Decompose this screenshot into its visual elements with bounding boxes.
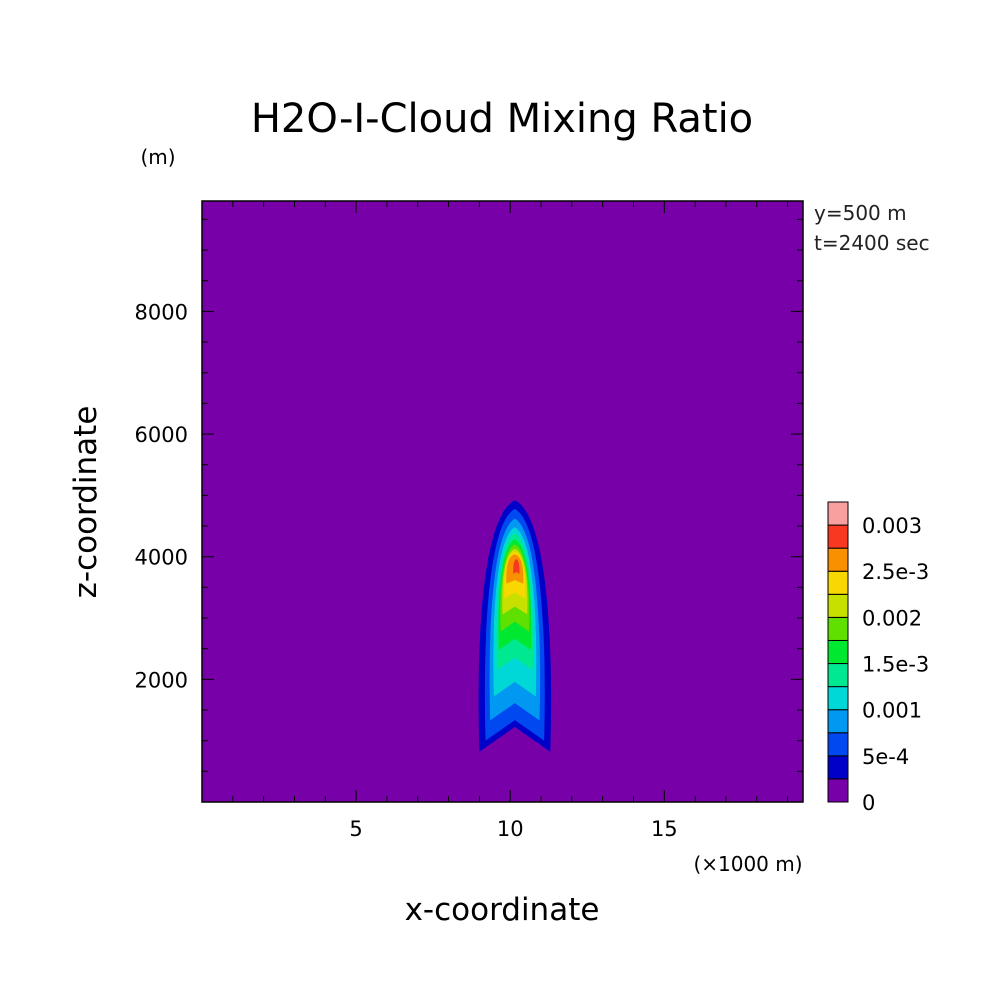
chart-title: H2O-I-Cloud Mixing Ratio xyxy=(251,96,753,142)
colorbar-segment xyxy=(827,639,849,665)
colorbar-segment xyxy=(827,755,849,780)
colorbar-segment xyxy=(827,732,849,757)
colorbar-label: 0.002 xyxy=(862,606,922,630)
x-tick-label: 5 xyxy=(349,817,362,841)
colorbar-segment xyxy=(827,616,849,641)
x-axis-ticks: 5 10 15 xyxy=(232,201,789,841)
colorbar-segment xyxy=(827,663,849,688)
time-annotation: t=2400 sec xyxy=(814,231,930,255)
colorbar-segment xyxy=(827,570,849,595)
colorbar: 0 5e-4 0.001 1.5e-3 0.002 2.5e-3 0.003 xyxy=(827,501,929,815)
colorbar-label: 0.003 xyxy=(862,514,922,538)
y-unit-label: (m) xyxy=(140,145,175,169)
plot-frame xyxy=(201,200,804,803)
colorbar-label: 0.001 xyxy=(862,699,922,723)
colorbar-segment xyxy=(827,778,849,803)
y-tick-label: 4000 xyxy=(135,546,188,570)
x-axis-label: x-coordinate xyxy=(405,892,600,928)
colorbar-segment xyxy=(827,524,849,549)
x-tick-label: 10 xyxy=(497,817,524,841)
y-axis-label: z-coordinate xyxy=(68,406,104,599)
y-tick-label: 2000 xyxy=(135,668,188,692)
y-tick-label: 8000 xyxy=(135,300,188,324)
contour-level-0.00275 xyxy=(513,559,520,574)
colorbar-segment xyxy=(827,709,849,734)
colorbar-label: 5e-4 xyxy=(862,745,909,769)
colorbar-segment xyxy=(827,593,849,618)
y-tick-label: 6000 xyxy=(135,423,188,447)
colorbar-label: 1.5e-3 xyxy=(862,653,929,677)
colorbar-label: 0 xyxy=(862,791,875,815)
position-annotation: y=500 m xyxy=(814,201,907,225)
colorbar-segment xyxy=(827,547,849,572)
x-tick-label: 15 xyxy=(651,817,678,841)
y-axis-ticks: 2000 4000 6000 8000 xyxy=(135,218,803,772)
colorbar-segment xyxy=(827,501,849,526)
x-unit-label: (×1000 m) xyxy=(693,852,802,876)
colorbar-label: 2.5e-3 xyxy=(862,560,929,584)
colorbar-segment xyxy=(827,686,849,711)
contour-fills xyxy=(478,500,552,752)
